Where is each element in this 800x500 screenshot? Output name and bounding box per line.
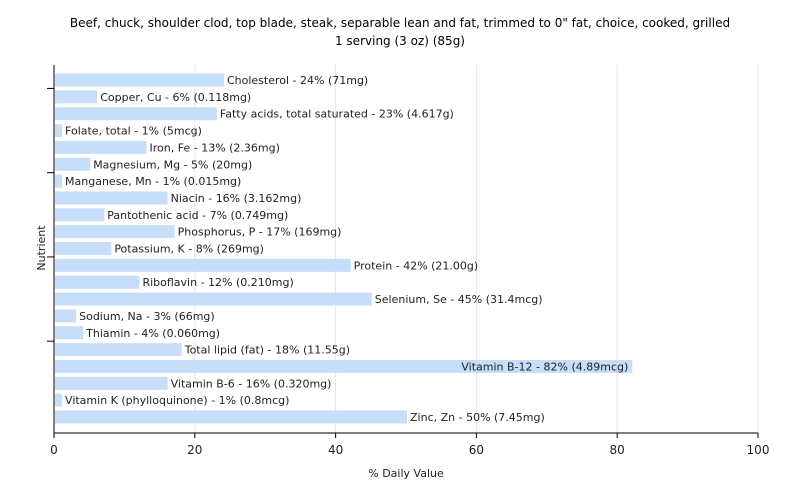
bar (55, 292, 372, 306)
bar-label: Protein - 42% (21.00g) (354, 259, 479, 272)
bar-label: Folate, total - 1% (5mcg) (65, 125, 202, 138)
bar-label: Zinc, Zn - 50% (7.45mg) (410, 411, 545, 424)
bar (55, 107, 217, 121)
bar-label: Pantothenic acid - 7% (0.749mg) (107, 209, 288, 222)
bar-label: Total lipid (fat) - 18% (11.55g) (184, 344, 350, 357)
x-tick-label: 100 (747, 443, 770, 457)
bar (55, 140, 147, 154)
bar (55, 393, 63, 407)
bar (55, 258, 351, 272)
bar-label: Vitamin B-12 - 82% (4.89mcg) (461, 360, 628, 373)
bar-label: Manganese, Mn - 1% (0.015mg) (65, 175, 241, 188)
bar-label: Vitamin K (phylloquinone) - 1% (0.8mcg) (65, 394, 289, 407)
bar-label: Vitamin B-6 - 16% (0.320mg) (171, 377, 332, 390)
bar-label: Riboflavin - 12% (0.210mg) (142, 276, 293, 289)
bar (55, 225, 175, 239)
bar-label: Thiamin - 4% (0.060mg) (85, 327, 220, 340)
bar (55, 343, 182, 357)
bar-label: Phosphorus, P - 17% (169mg) (178, 226, 342, 239)
x-tick-label: 20 (187, 443, 202, 457)
bar (55, 376, 168, 390)
bar (55, 174, 63, 188)
bar-label: Magnesium, Mg - 5% (20mg) (93, 158, 252, 171)
bar-label: Sodium, Na - 3% (66mg) (79, 310, 215, 323)
bar-label: Copper, Cu - 6% (0.118mg) (100, 91, 251, 104)
bar (55, 73, 224, 87)
bar-label: Niacin - 16% (3.162mg) (171, 192, 302, 205)
bar-label: Cholesterol - 24% (71mg) (227, 74, 368, 87)
bar-label: Fatty acids, total saturated - 23% (4.61… (220, 108, 454, 121)
chart-subtitle: 1 serving (3 oz) (85g) (335, 34, 465, 48)
bar (55, 191, 168, 205)
bar (55, 359, 633, 373)
x-tick-label: 0 (50, 443, 58, 457)
chart-title: Beef, chuck, shoulder clod, top blade, s… (70, 16, 730, 30)
bar (55, 309, 77, 323)
bar (55, 157, 91, 171)
bar (55, 90, 98, 104)
bar (55, 124, 63, 138)
bar (55, 242, 112, 255)
bar (55, 275, 140, 289)
bar-label: Selenium, Se - 45% (31.4mcg) (375, 293, 543, 306)
bar-label: Potassium, K - 8% (269mg) (114, 243, 264, 256)
bar (55, 326, 84, 340)
axes-group: 0 20 40 60 80 100 (47, 65, 769, 457)
x-tick-label: 60 (469, 443, 484, 457)
bar-label: Iron, Fe - 13% (2.36mg) (150, 141, 280, 154)
bars-group: Cholesterol - 24% (71mg) Copper, Cu - 6% … (55, 73, 633, 424)
x-tick-label: 40 (328, 443, 343, 457)
y-axis-label: Nutrient (35, 225, 48, 271)
x-tick-label: 80 (610, 443, 625, 457)
x-axis-label: % Daily Value (368, 467, 444, 480)
bar (55, 410, 407, 424)
bar (55, 208, 105, 222)
